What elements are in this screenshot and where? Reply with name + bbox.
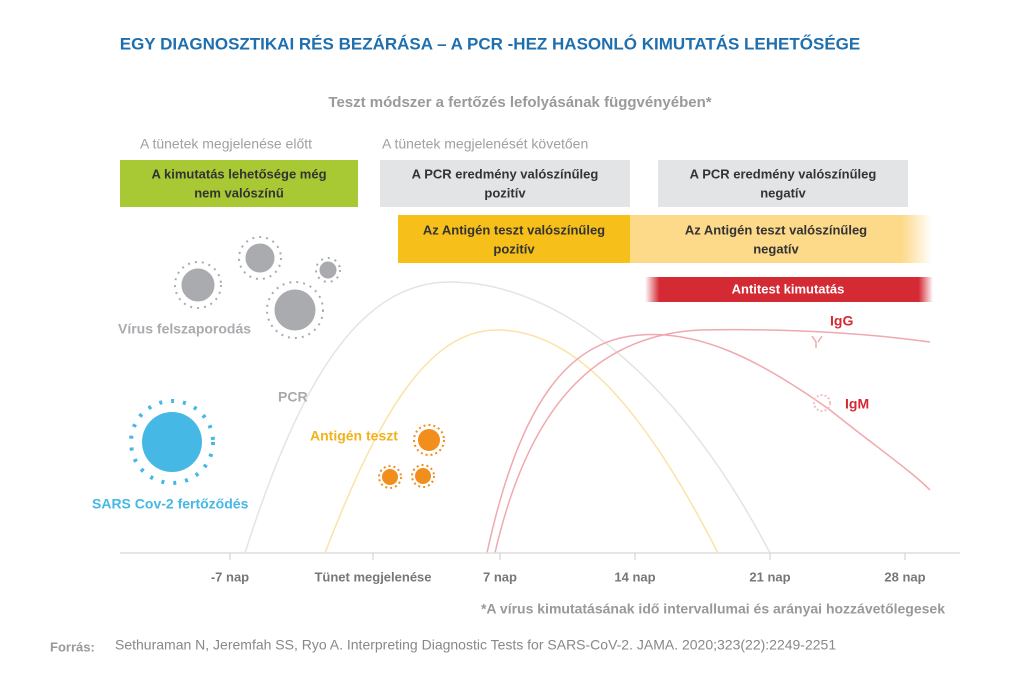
sars-icon (129, 399, 215, 485)
box-text: Az Antigén teszt valószínűleg (685, 222, 867, 237)
box-text: A kimutatás lehetősége még (151, 166, 326, 181)
box (658, 160, 908, 207)
virus-icons (174, 236, 341, 339)
igg-curve (494, 328, 931, 554)
igm-curve (486, 333, 931, 554)
box-text: Antitest kimutatás (732, 281, 845, 296)
box-text: A PCR eredmény valószínűleg (690, 166, 877, 181)
box (645, 277, 933, 302)
phase-label: A tünetek megjelenését követően (382, 136, 588, 152)
antigen-curve (324, 329, 719, 554)
box-text: A PCR eredmény valószínűleg (412, 166, 599, 181)
footnote: *A vírus kimutatásának idő intervallumai… (481, 601, 945, 617)
label: SARS Cov-2 fertőződés (92, 496, 249, 512)
box-text: negatív (760, 185, 806, 200)
axis-label: Tünet megjelenése (314, 569, 431, 584)
igg-icon (811, 335, 823, 348)
label: IgM (845, 396, 869, 412)
title: EGY DIAGNOSZTIKAI RÉS BEZÁRÁSA – A PCR -… (120, 34, 861, 53)
igm-icon (813, 394, 831, 412)
source-text: Sethuraman N, Jeremfah SS, Ryo A. Interp… (115, 637, 836, 653)
box (120, 160, 358, 207)
axis-label: 7 nap (483, 569, 517, 584)
box-text: Az Antigén teszt valószínűleg (423, 222, 605, 237)
box-text: negatív (753, 241, 799, 256)
axis-label: 14 nap (614, 569, 655, 584)
box-text: pozitív (493, 241, 535, 256)
label: Antigén teszt (310, 428, 398, 444)
box-text: nem valószínű (194, 185, 284, 200)
box (630, 215, 932, 263)
label: Vírus felszaporodás (118, 321, 251, 337)
axis-label: 28 nap (884, 569, 925, 584)
label: PCR (278, 389, 308, 405)
antigen-icons (378, 424, 445, 489)
subtitle: Teszt módszer a fertőzés lefolyásának fü… (328, 94, 711, 111)
source-label: Forrás: (50, 639, 95, 654)
axis-ticks (229, 553, 906, 560)
axis-label: -7 nap (211, 569, 249, 584)
label: IgG (830, 313, 853, 329)
box (398, 215, 630, 263)
axis-label: 21 nap (749, 569, 790, 584)
pcr-curve (244, 281, 771, 554)
box (380, 160, 630, 207)
phase-label: A tünetek megjelenése előtt (140, 136, 312, 152)
box-text: pozitív (484, 185, 526, 200)
